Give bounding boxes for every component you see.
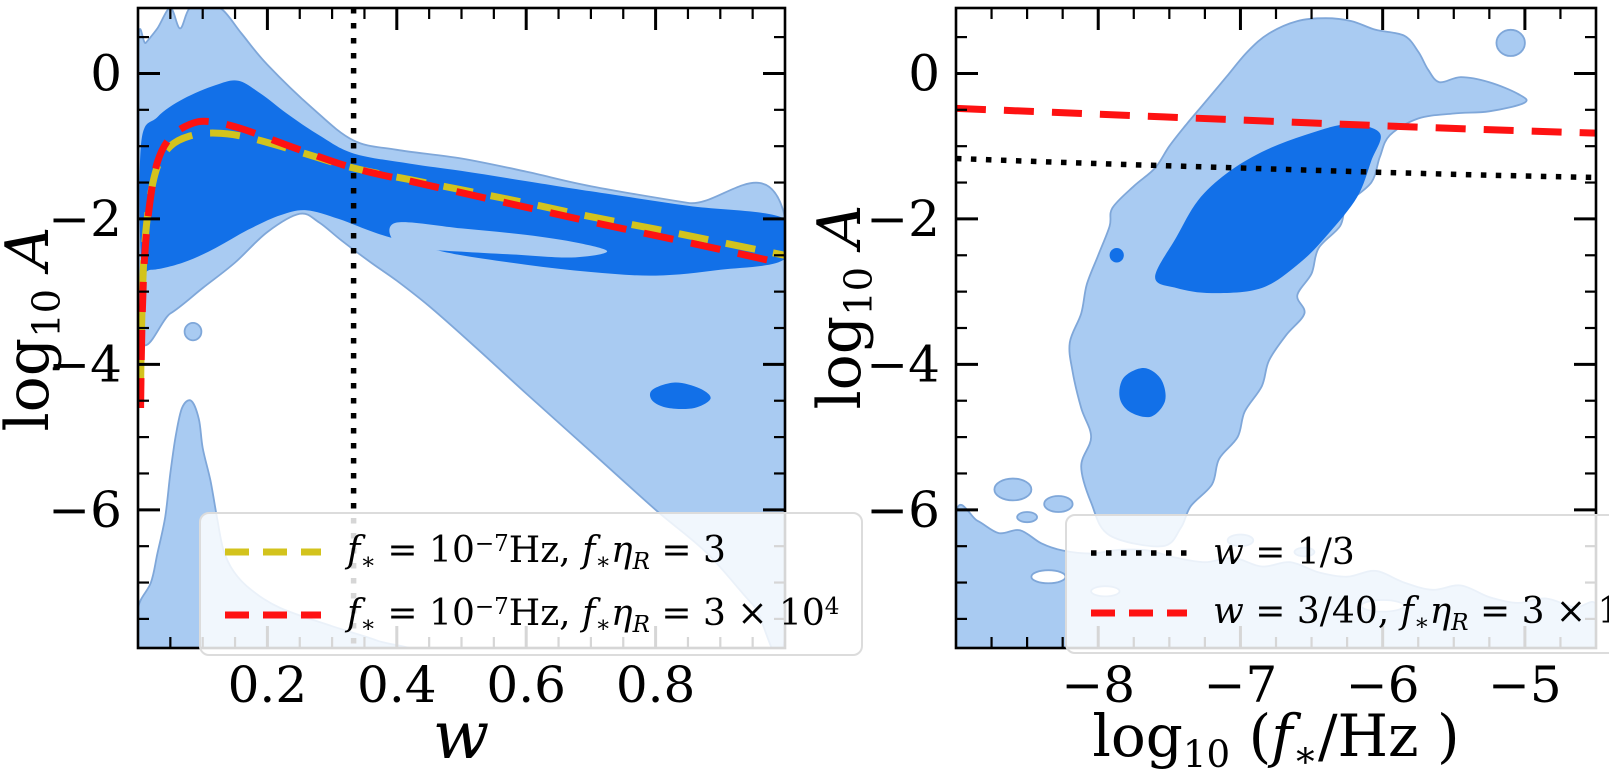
label-fragment: log xyxy=(1092,702,1183,770)
inner-blob-low xyxy=(1119,367,1166,418)
x-tick-label: 0.2 xyxy=(228,656,308,714)
band-hole-1 xyxy=(1030,569,1067,585)
y-tick-label: −2 xyxy=(48,190,122,248)
legend-line-sample xyxy=(225,548,321,556)
outer-small-circle xyxy=(1495,28,1526,57)
legend-label: f∗ = 10−7Hz, f∗ηR = 3 × 104 xyxy=(347,593,839,638)
y-tick-label: −6 xyxy=(866,481,940,539)
left-y-axis-label: log10 A xyxy=(0,159,70,499)
y-tick-label: −2 xyxy=(866,190,940,248)
right-y-axis-label: log10 A xyxy=(805,137,882,477)
y-tick-label: −6 xyxy=(48,481,122,539)
band-island-1 xyxy=(993,477,1033,502)
legend-line-sample xyxy=(225,611,321,619)
label-fragment: R xyxy=(1451,609,1469,636)
x-tick-label: 0.6 xyxy=(486,656,566,714)
light-tongue xyxy=(389,222,608,258)
label-fragment: Hz xyxy=(508,530,560,571)
label-fragment: = 3 × 10 xyxy=(649,592,825,634)
y-tick-label: −4 xyxy=(48,335,122,393)
legend-line-sample xyxy=(1091,549,1187,556)
label-fragment: , xyxy=(559,592,583,634)
label-fragment: = 3 xyxy=(649,530,726,571)
label-fragment: log xyxy=(805,315,875,410)
y-tick-label: −4 xyxy=(866,335,940,393)
label-fragment: ∗ xyxy=(360,548,376,575)
x-tick-label: −6 xyxy=(1346,656,1420,714)
contour-layer xyxy=(138,8,785,648)
label-fragment: = 1/3 xyxy=(1243,532,1355,573)
y-tick-label: 0 xyxy=(90,44,122,102)
label-fragment: log xyxy=(0,337,63,432)
legend-label: w = 1/3 xyxy=(1213,532,1355,573)
band-island-2 xyxy=(1043,495,1074,513)
small-light-dot xyxy=(183,322,203,342)
legend-item: f∗ = 10−7Hz, f∗ηR = 3 × 104 xyxy=(223,593,839,638)
label-fragment: f xyxy=(347,592,361,634)
label-fragment: = 3/40, xyxy=(1243,591,1401,632)
left-legend: f∗ = 10−7Hz, f∗ηR = 3 f∗ = 10−7Hz, f∗ηR =… xyxy=(199,512,864,656)
label-fragment: −7 xyxy=(474,593,509,620)
outer-68-95-region xyxy=(1068,17,1528,548)
inner-region xyxy=(1155,124,1381,294)
label-fragment: η xyxy=(1429,591,1452,632)
legend-label: f∗ = 10−7Hz, f∗ηR = 3 xyxy=(347,530,726,575)
left-contour-panel: 0.2 0.4 0.6 0.8 0 −2 −4 −6 xyxy=(48,6,787,714)
label-fragment: A xyxy=(805,204,875,248)
label-fragment: Hz xyxy=(508,592,560,634)
template-fstar-etaR-3e4 xyxy=(138,117,785,409)
label-fragment: ∗ xyxy=(1292,733,1318,777)
label-fragment: f xyxy=(1400,591,1414,632)
x-tick-label: 0.8 xyxy=(616,656,696,714)
label-fragment: f xyxy=(582,530,596,571)
x-tick-label: −8 xyxy=(1061,656,1135,714)
label-fragment: , xyxy=(559,530,583,571)
label-fragment: ∗ xyxy=(360,611,376,638)
label-fragment: 4 xyxy=(824,593,840,620)
label-fragment: w xyxy=(1213,532,1244,573)
label-fragment: = 10 xyxy=(375,592,475,634)
right-legend: w = 1/3 w = 3/40, f∗ηR = 3 × 104 xyxy=(1065,514,1609,654)
band-island-3 xyxy=(1016,511,1038,524)
right-contour-panel: −8 −7 −6 −5 0 −2 −4 −6 xyxy=(866,6,1598,714)
label-fragment: R xyxy=(632,611,650,638)
y-tick-label: 0 xyxy=(908,44,940,102)
label-fragment xyxy=(805,248,875,267)
label-fragment: ∗ xyxy=(595,548,612,575)
x-tick-label: −5 xyxy=(1488,656,1562,714)
label-fragment: ∗ xyxy=(1413,609,1430,636)
label-fragment: ∗ xyxy=(595,611,612,638)
x-tick-label: 0.4 xyxy=(357,656,437,714)
inner-blob-low xyxy=(649,382,711,410)
inner-tiny-dot xyxy=(1109,248,1124,263)
label-fragment: /Hz ) xyxy=(1317,702,1460,770)
left-x-axis-label: w xyxy=(381,700,541,772)
legend-item: w = 1/3 xyxy=(1089,532,1609,573)
label-fragment: f xyxy=(347,530,361,571)
label-fragment: A xyxy=(0,226,63,270)
label-fragment: η xyxy=(611,530,633,571)
right-x-axis-label: log10 (f∗/Hz ) xyxy=(1036,698,1516,777)
label-fragment xyxy=(0,270,63,289)
x-tick-label: −7 xyxy=(1204,656,1278,714)
label-fragment: η xyxy=(611,592,633,634)
label-fragment: w xyxy=(432,697,490,774)
label-fragment: w xyxy=(1213,591,1244,632)
label-fragment: 10 xyxy=(24,288,70,338)
label-fragment: 10 xyxy=(836,266,882,316)
label-fragment: = 10 xyxy=(375,530,475,571)
legend-line-sample xyxy=(1091,609,1187,617)
label-fragment: f xyxy=(582,592,596,634)
legend-item: w = 3/40, f∗ηR = 3 × 104 xyxy=(1089,591,1609,636)
w-3-40-curve xyxy=(956,104,1596,137)
label-fragment: f xyxy=(1271,702,1293,770)
label-fragment: = 3 × 10 xyxy=(1479,591,1609,632)
legend-label: w = 3/40, f∗ηR = 3 × 104 xyxy=(1213,591,1609,636)
label-fragment: 10 xyxy=(1182,733,1231,777)
label-fragment: −7 xyxy=(474,530,509,557)
label-fragment: ( xyxy=(1230,702,1272,770)
legend-item: f∗ = 10−7Hz, f∗ηR = 3 xyxy=(223,530,839,575)
label-fragment: R xyxy=(632,548,650,575)
